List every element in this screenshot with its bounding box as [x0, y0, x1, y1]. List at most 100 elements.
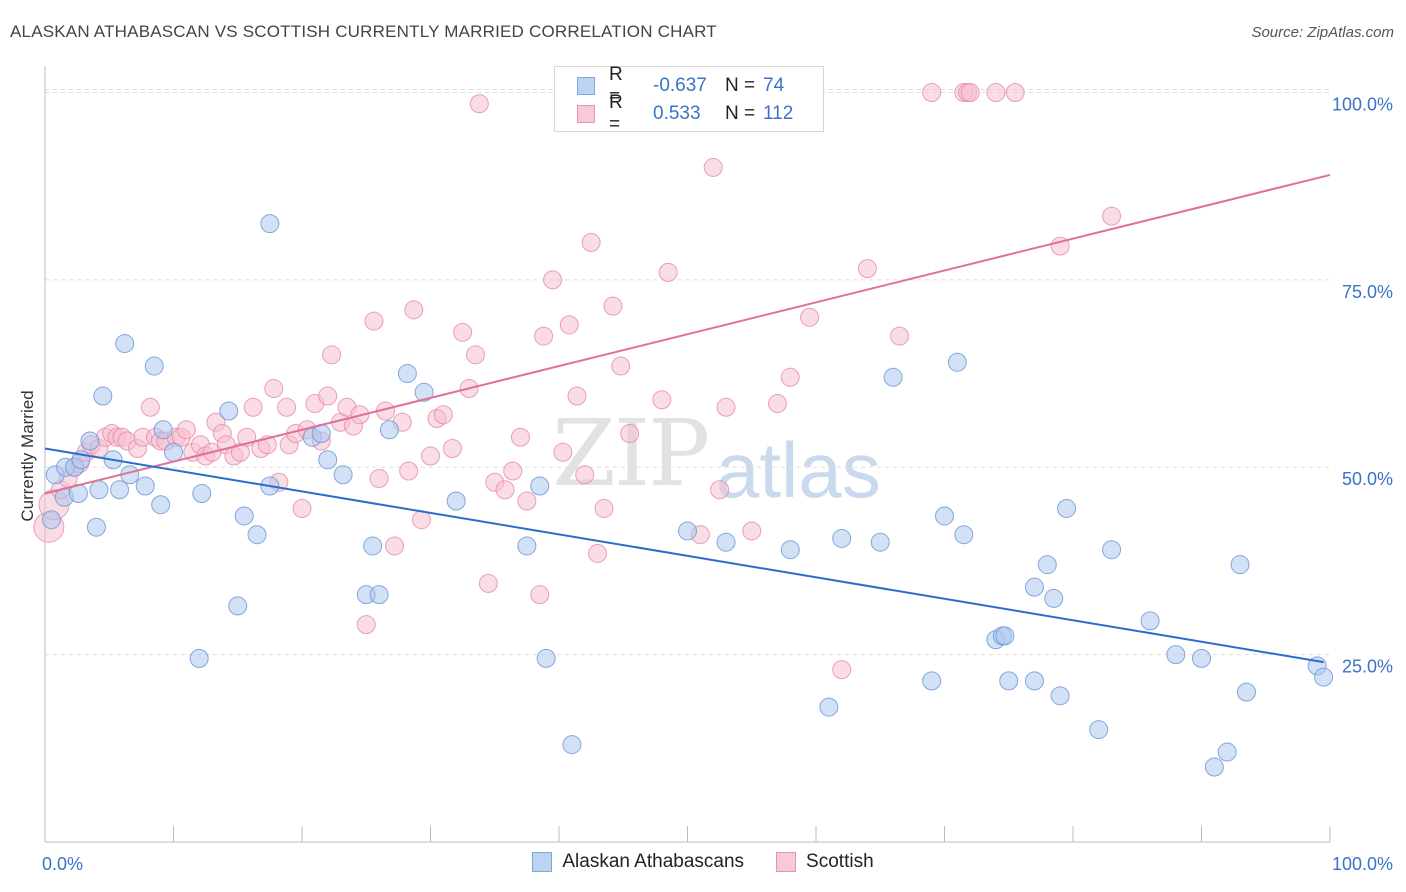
scottish-points	[33, 82, 1122, 680]
athabascan-point	[228, 596, 248, 616]
athabascan-point	[1089, 720, 1109, 740]
legend-r-value: -0.637	[653, 75, 707, 96]
scottish-point	[603, 296, 623, 316]
trend-lines	[44, 173, 1331, 664]
series-legend: Alaskan Athabascans Scottish	[0, 851, 1406, 873]
scottish-point	[575, 465, 595, 485]
watermark-zip: ZIP	[552, 400, 710, 507]
athabascan-point	[153, 420, 173, 440]
athabascan-point	[164, 442, 183, 462]
axes	[44, 66, 1331, 843]
scottish-point	[611, 356, 631, 376]
scottish-point	[780, 367, 800, 387]
scottish-point	[176, 420, 196, 440]
athabascan-point	[115, 334, 135, 354]
legend-n-label: N =	[725, 75, 756, 96]
y-tick-label: 25.0%	[1342, 657, 1393, 677]
athabascan-point	[414, 382, 434, 402]
source-label: Source: ZipAtlas.com	[1251, 24, 1394, 41]
scottish-point	[588, 543, 608, 563]
athabascan-point	[397, 364, 417, 384]
athabascan-point	[716, 532, 736, 552]
athabascan-point	[935, 506, 954, 526]
athabascan-point	[536, 648, 556, 668]
athabascan-point	[363, 536, 383, 556]
athabascan-point	[110, 480, 130, 500]
scottish-point	[742, 521, 762, 541]
scottish-point	[517, 491, 537, 511]
athabascan-point	[883, 367, 903, 387]
legend-r-label: R =	[609, 92, 623, 135]
scottish-point	[832, 660, 852, 680]
legend-n-value: 74	[763, 75, 785, 96]
scottish-point	[767, 394, 787, 414]
scottish-point	[652, 390, 672, 410]
athabascan-point	[1037, 555, 1057, 575]
legend-item-scottish[interactable]: Scottish	[776, 851, 874, 873]
athabascan-point	[678, 521, 697, 541]
scottish-point	[620, 424, 640, 444]
athabascan-point	[517, 536, 537, 556]
scottish-point	[703, 157, 723, 177]
scottish-point	[503, 461, 523, 481]
scottish-point	[960, 82, 980, 102]
athabascan-point	[260, 214, 280, 234]
athabascan-point	[1057, 498, 1077, 518]
scottish-point	[710, 480, 730, 500]
correlation-legend: R = -0.637 N = 74 R = 0.533 N = 112	[554, 64, 824, 135]
athabascan-point	[144, 356, 164, 376]
legend-swatch-pink	[776, 852, 797, 872]
legend-item-athabascan[interactable]: Alaskan Athabascans	[532, 851, 744, 873]
athabascan-point	[151, 495, 171, 515]
scottish-point	[421, 446, 440, 466]
athabascan-point	[369, 585, 389, 605]
tick-labels: 25.0% 50.0% 75.0% 100.0% 0.0% 100.0% Currently…	[18, 94, 1393, 874]
y-tick-label: 50.0%	[1342, 469, 1393, 489]
scottish-point	[1102, 206, 1122, 226]
athabascan-point	[333, 465, 353, 485]
athabascan-point	[562, 735, 582, 755]
scottish-point	[559, 315, 579, 335]
scottish-point	[364, 311, 384, 331]
athabascan-point	[1024, 671, 1044, 691]
legend-row-scottish: R = 0.533 N = 112	[577, 92, 793, 135]
scottish-point	[890, 326, 910, 346]
watermark-atlas: atlas	[716, 426, 881, 514]
scottish-point	[581, 232, 601, 252]
scottish-point	[469, 94, 489, 114]
athabascan-point	[1217, 742, 1237, 762]
athabascan-point	[93, 386, 113, 406]
scottish-point	[322, 345, 342, 365]
scottish-trend-line	[44, 173, 1331, 495]
scottish-point	[442, 439, 462, 459]
athabascan-point	[192, 483, 212, 503]
scottish-point	[534, 326, 554, 346]
scottish-point	[922, 82, 942, 102]
scottish-point	[478, 573, 498, 593]
athabascan-point	[530, 476, 550, 496]
athabascan-point	[819, 697, 839, 717]
athabascan-point	[89, 480, 109, 500]
scottish-point	[404, 300, 424, 320]
athabascan-point	[922, 671, 942, 691]
scottish-point	[510, 427, 530, 447]
scottish-point	[857, 259, 877, 279]
scottish-point	[495, 480, 515, 500]
legend-label-scottish: Scottish	[806, 851, 874, 872]
legend-label-athabascan: Alaskan Athabascans	[562, 851, 745, 872]
athabascan-point	[999, 671, 1019, 691]
athabascan-point	[219, 401, 239, 421]
legend-swatch-blue	[577, 77, 595, 95]
scottish-point	[277, 397, 297, 417]
y-tick-label: 75.0%	[1342, 282, 1393, 302]
y-axis-label: Currently Married	[18, 390, 37, 521]
scottish-point	[453, 322, 473, 342]
athabascan-point	[1044, 588, 1064, 608]
scottish-point	[716, 397, 736, 417]
athabascan-point	[247, 525, 267, 545]
athabascan-point	[379, 420, 399, 440]
athabascan-point	[80, 431, 100, 451]
athabascan-point	[1024, 577, 1044, 597]
scottish-point	[800, 307, 820, 327]
scottish-point	[986, 82, 1006, 102]
